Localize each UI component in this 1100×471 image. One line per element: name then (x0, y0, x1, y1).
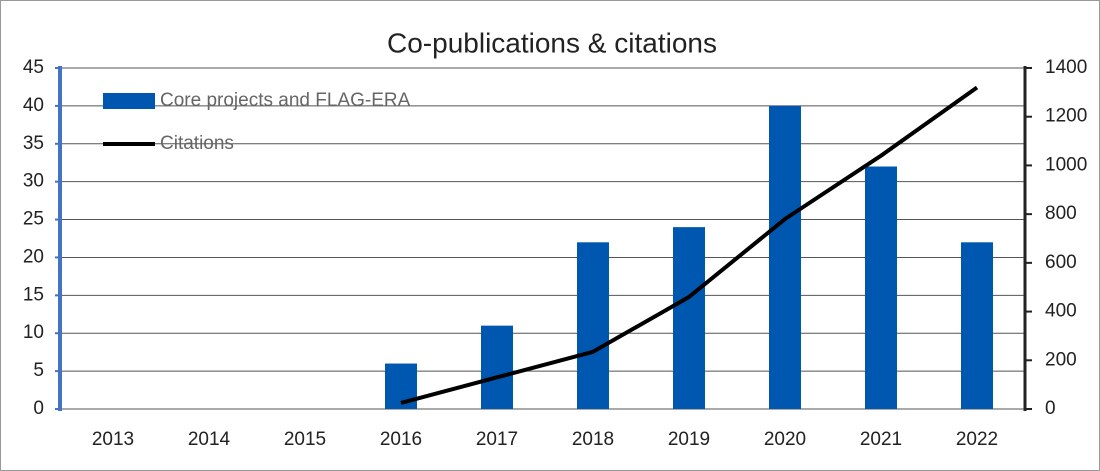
bar (865, 166, 897, 409)
x-tick-label: 2015 (284, 429, 326, 450)
y-tick-label: 20 (23, 246, 44, 267)
legend-swatch (103, 93, 155, 109)
y2-tick-label: 600 (1045, 252, 1077, 273)
y-tick-label: 35 (23, 133, 44, 154)
bar (961, 242, 993, 409)
y2-tick-label: 200 (1045, 349, 1077, 370)
x-tick-label: 2017 (476, 429, 518, 450)
y2-tick-label: 0 (1045, 398, 1056, 419)
x-tick-label: 2014 (188, 429, 231, 450)
x-tick-label: 2018 (572, 429, 614, 450)
y2-tick-label: 1000 (1045, 154, 1087, 175)
y-tick-label: 5 (33, 360, 44, 381)
y-tick-label: 0 (33, 398, 44, 419)
x-tick-label: 2013 (92, 429, 134, 450)
y-tick-label: 40 (23, 95, 44, 116)
y2-tick-label: 1200 (1045, 106, 1087, 127)
y-tick-label: 15 (23, 284, 44, 305)
y2-tick-label: 800 (1045, 203, 1077, 224)
legend-label: Citations (160, 133, 234, 154)
x-tick-label: 2016 (380, 429, 422, 450)
bar (769, 105, 801, 409)
x-tick-label: 2020 (764, 429, 806, 450)
y-tick-label: 10 (23, 322, 44, 343)
y-tick-label: 30 (23, 171, 44, 192)
bar (481, 325, 513, 409)
bar (577, 242, 609, 409)
y-tick-label: 25 (23, 209, 44, 230)
x-tick-label: 2019 (668, 429, 710, 450)
legend-label: Core projects and FLAG-ERA (160, 90, 411, 111)
y2-tick-label: 1400 (1045, 57, 1087, 78)
y2-tick-label: 400 (1045, 301, 1077, 322)
chart-title: Co-publications & citations (387, 27, 717, 58)
x-tick-label: 2021 (860, 429, 902, 450)
y-tick-label: 45 (23, 57, 44, 78)
bar (673, 227, 705, 409)
x-tick-label: 2022 (956, 429, 998, 450)
line (400, 85, 979, 405)
